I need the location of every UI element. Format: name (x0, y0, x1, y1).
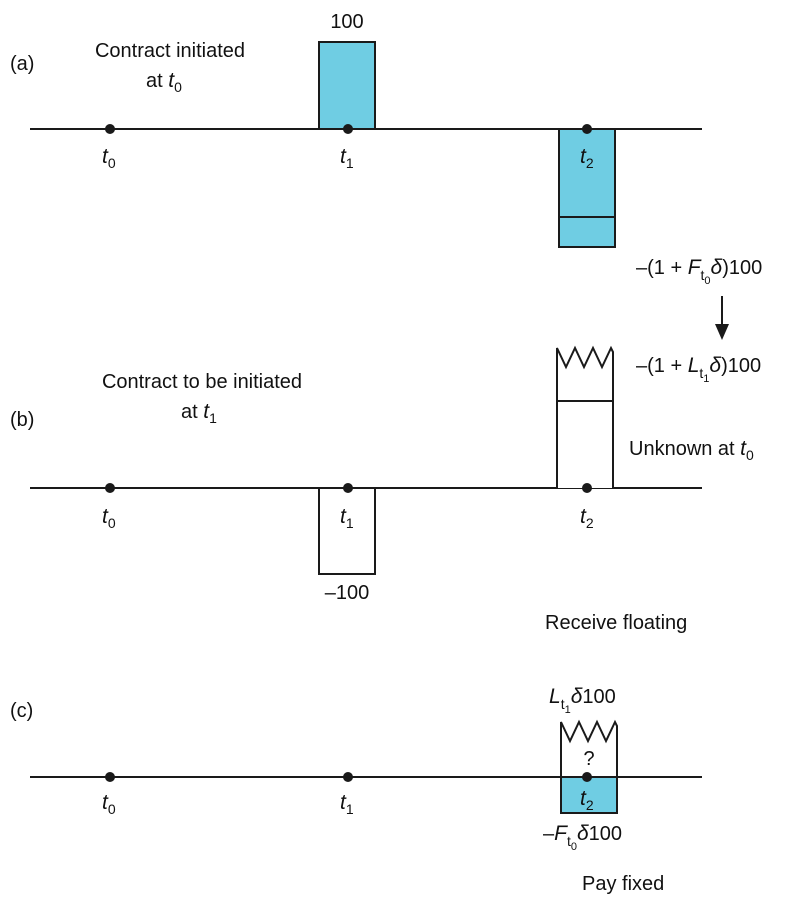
panel-c: Receive floating (c) Lt1δ100 ? t0 t1 t2 … (10, 612, 702, 895)
panel-a-t0-dot (105, 124, 115, 134)
panel-b: (b) Contract to be initiated at t1 –100 … (10, 345, 761, 604)
panel-a-cash-in-label: 100 (330, 11, 363, 33)
panel-a-t2-dot (582, 124, 592, 134)
panel-c-pay-label: Pay fixed (582, 873, 664, 895)
panel-c-question: ? (583, 748, 594, 770)
panel-c-floating-bar (560, 719, 618, 777)
panel-c-t2-label: t2 (580, 787, 594, 813)
panel-a: (a) Contract initiated at t0 100 t0 t1 t… (10, 11, 762, 287)
panel-a-desc-line1: Contract initiated (95, 40, 245, 62)
panel-a-cash-out-bar (558, 128, 616, 248)
panel-a-payoff-label: –(1 + Ft0δ)100 (636, 256, 762, 287)
panel-b-cash-out-label: –100 (325, 582, 370, 604)
panel-b-payoff-label: –(1 + Lt1δ)100 (636, 354, 761, 385)
panel-b-t0-dot (105, 483, 115, 493)
panel-b-t0-label: t0 (102, 505, 116, 531)
panel-c-t0-dot (105, 772, 115, 782)
panel-c-float-label: Lt1δ100 (549, 685, 616, 716)
panel-c-t0-label: t0 (102, 791, 116, 817)
panel-c-tag: (c) (10, 700, 33, 722)
panel-b-floating-bar (556, 345, 614, 488)
panel-a-t1-label: t1 (340, 145, 354, 171)
panel-a-desc-line2: at t0 (146, 69, 182, 95)
panel-a-t1-dot (343, 124, 353, 134)
panel-b-unknown-label: Unknown at t0 (629, 437, 754, 463)
panel-b-desc-line2: at t1 (181, 400, 217, 426)
panel-b-t2-label: t2 (580, 505, 594, 531)
panel-a-tag: (a) (10, 53, 34, 75)
panel-c-receive-label: Receive floating (545, 612, 687, 634)
panel-a-cash-in-bar (318, 41, 376, 130)
panel-c-t1-dot (343, 772, 353, 782)
panel-c-t2-dot (582, 772, 592, 782)
panel-b-desc-line1: Contract to be initiated (102, 371, 302, 393)
panel-b-t1-label: t1 (340, 505, 354, 531)
panel-a-t0-label: t0 (102, 145, 116, 171)
panel-b-t2-dot (582, 483, 592, 493)
panel-b-cash-out-bar (318, 487, 376, 575)
panel-b-tag: (b) (10, 409, 34, 431)
panel-a-t2-label: t2 (580, 145, 594, 171)
update-arrow (715, 296, 729, 340)
panel-b-t1-dot (343, 483, 353, 493)
panel-c-fixed-label: –Ft0δ100 (543, 822, 622, 853)
panel-c-t1-label: t1 (340, 791, 354, 817)
